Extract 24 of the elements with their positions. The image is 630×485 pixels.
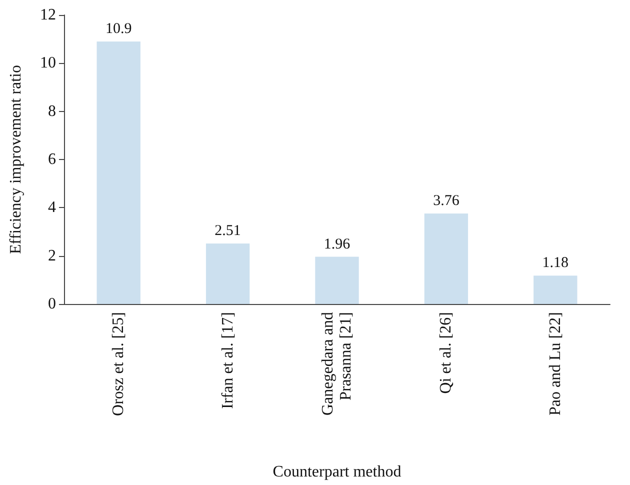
y-tick-label: 10 xyxy=(40,54,56,72)
bar xyxy=(534,276,578,304)
data-label: 3.76 xyxy=(433,192,460,209)
y-tick-label: 0 xyxy=(48,296,56,312)
y-tick-label: 12 xyxy=(40,6,56,24)
y-axis-title: Efficiency improvement ratio xyxy=(8,65,24,254)
data-label: 2.51 xyxy=(214,223,241,240)
x-tick-label: Irfan et al. [17] xyxy=(219,312,236,409)
bar xyxy=(424,213,468,304)
bar xyxy=(315,256,359,304)
x-axis-title: Counterpart method xyxy=(272,464,402,480)
bar xyxy=(96,41,140,304)
x-tick-label: Ganegedara and Prasanna [21] xyxy=(320,312,354,416)
y-tick-label: 2 xyxy=(48,247,56,264)
x-tick-label: Orosz et al. [25] xyxy=(110,312,128,416)
x-tick-label: Qi et al. [26] xyxy=(438,312,455,394)
bar xyxy=(206,244,250,304)
data-label: 10.9 xyxy=(105,20,132,37)
data-label: 1.18 xyxy=(542,255,569,272)
x-tick-label: Pao and Lu [22] xyxy=(546,312,564,416)
data-label: 1.96 xyxy=(324,236,351,252)
y-tick-label: 6 xyxy=(48,151,56,168)
y-tick-label: 4 xyxy=(48,199,56,216)
y-tick-label: 8 xyxy=(48,102,56,120)
